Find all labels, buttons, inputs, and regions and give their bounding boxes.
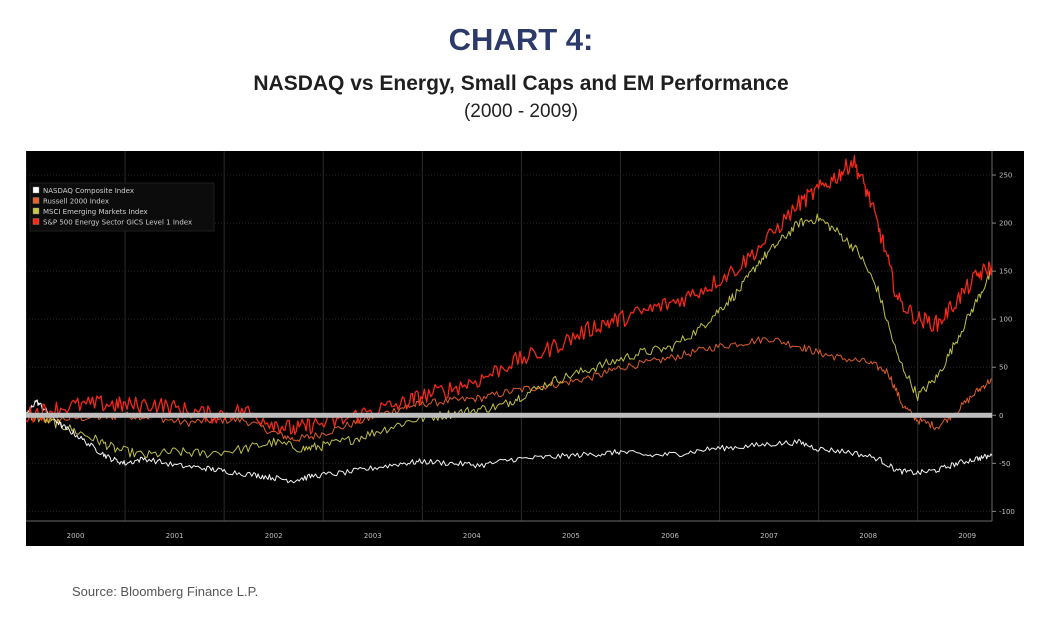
source-note: Source: Bloomberg Finance L.P. xyxy=(72,584,259,599)
chart-plot: 250 200 150 100 50 0 -50 -100 2000 2001 2002 2003 20… xyxy=(26,151,1024,546)
y-tick-label: 200 xyxy=(999,220,1012,228)
x-tick-label: 2006 xyxy=(661,532,679,540)
y-tick-label: 150 xyxy=(999,268,1012,276)
x-tick-label: 2008 xyxy=(859,532,877,540)
x-tick-label: 2001 xyxy=(166,532,184,540)
y-tick-label: 100 xyxy=(999,316,1012,324)
y-tick-label: 250 xyxy=(999,172,1012,180)
series-line-sp500-energy xyxy=(26,154,993,436)
series-line-nasdaq xyxy=(26,399,993,484)
legend-swatch xyxy=(32,197,40,204)
legend-label: S&P 500 Energy Sector GICS Level 1 Index xyxy=(43,218,192,226)
chart-number: CHART 4: xyxy=(448,22,594,57)
x-tick-label: 2004 xyxy=(463,532,481,540)
legend-swatch xyxy=(32,186,40,194)
zero-line xyxy=(26,412,992,418)
x-tick-label: 2009 xyxy=(958,532,976,540)
legend-swatch xyxy=(32,207,40,215)
y-tick-label: -100 xyxy=(999,508,1015,516)
x-tick-label: 2000 xyxy=(67,532,85,540)
series-line-russell2000 xyxy=(26,336,993,442)
legend-label: NASDAQ Composite Index xyxy=(43,187,134,195)
x-tick-label: 2007 xyxy=(760,532,778,540)
legend-swatch xyxy=(32,218,40,225)
y-tick-label: -50 xyxy=(999,460,1010,468)
series-line-msci-em xyxy=(26,213,993,459)
x-tick-label: 2005 xyxy=(562,532,580,540)
legend-label: MSCI Emerging Markets Index xyxy=(43,208,148,216)
legend-box xyxy=(29,182,215,232)
y-tick-label: 0 xyxy=(999,412,1003,420)
x-tick-label: 2003 xyxy=(364,532,382,540)
y-tick-label: 50 xyxy=(999,364,1008,372)
chart-svg: 250 200 150 100 50 0 -50 -100 2000 2001 2002 2003 20… xyxy=(26,151,1015,540)
chart-title: NASDAQ vs Energy, Small Caps and EM Perf… xyxy=(253,72,789,95)
chart-subtitle: (2000 - 2009) xyxy=(463,101,579,122)
x-tick-label: 2002 xyxy=(265,532,283,540)
legend-label: Russell 2000 Index xyxy=(43,197,109,205)
